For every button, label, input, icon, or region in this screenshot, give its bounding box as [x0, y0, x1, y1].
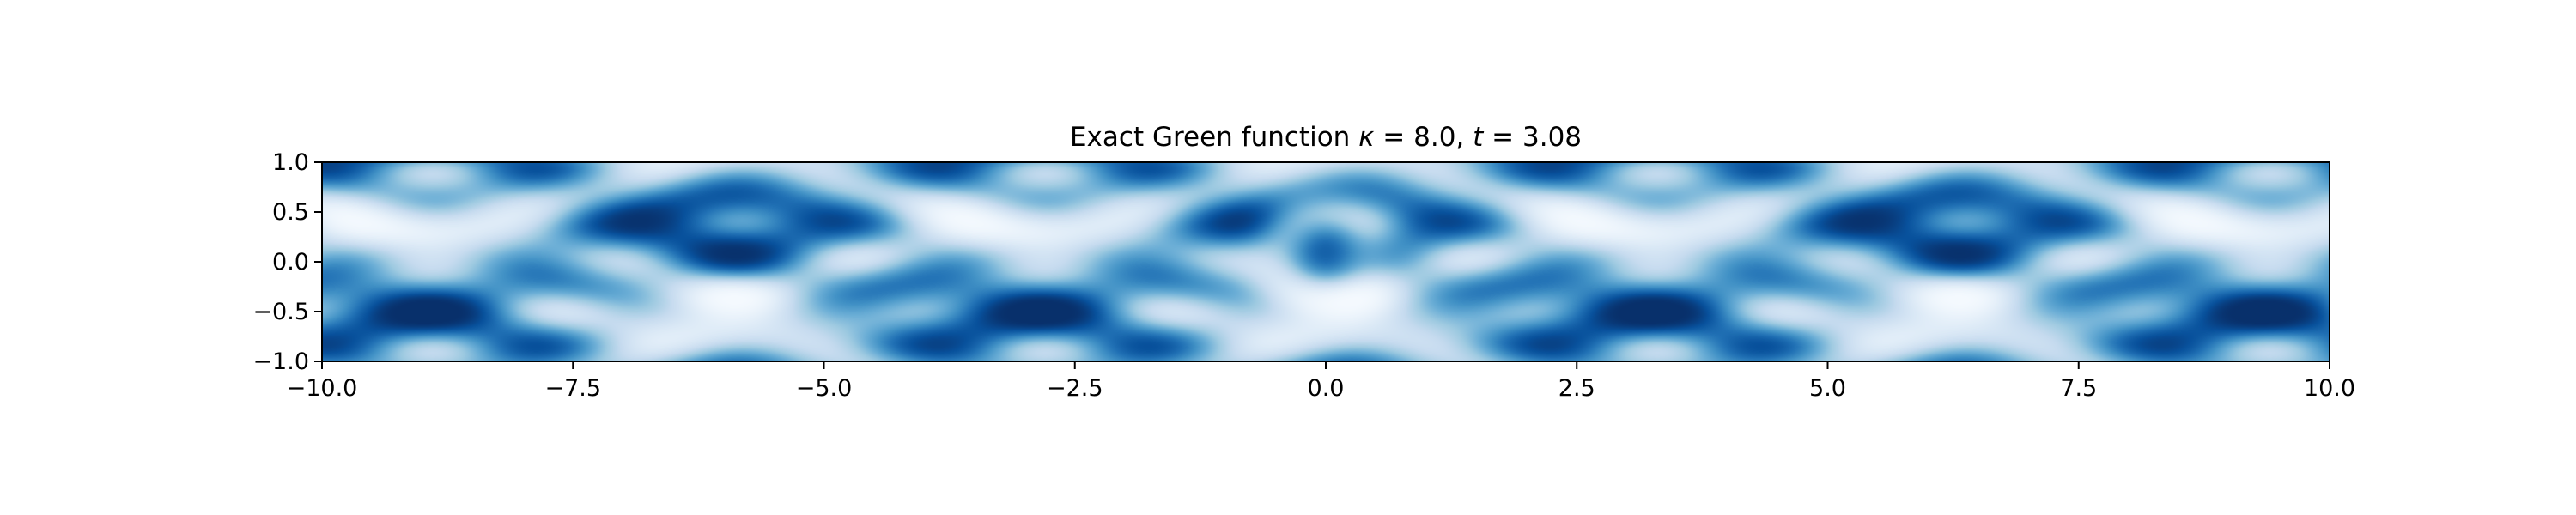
x-tick-label: 5.0 — [1809, 375, 1846, 402]
y-tick-label: −0.5 — [252, 299, 309, 325]
chart-title: Exact Green function κ = 8.0, t = 3.08 — [1070, 122, 1582, 153]
heatmap-image — [322, 162, 2330, 361]
x-tick-label: −10.0 — [287, 375, 358, 402]
y-tick-label: 1.0 — [272, 149, 309, 176]
y-axis: 1.0 0.5 0.0 −0.5 −1.0 — [252, 149, 322, 375]
y-tick-label: 0.5 — [272, 199, 309, 226]
x-tick-label: −2.5 — [1047, 375, 1103, 402]
x-tick-label: −7.5 — [544, 375, 601, 402]
heatmap-canvas-wrapper — [322, 162, 2330, 361]
x-tick-label: 10.0 — [2304, 375, 2355, 402]
y-tick-label: −1.0 — [252, 348, 309, 375]
y-tick-label: 0.0 — [272, 249, 309, 276]
x-tick-label: 0.0 — [1308, 375, 1345, 402]
x-tick-label: 7.5 — [2060, 375, 2097, 402]
x-axis: −10.0 −7.5 −5.0 −2.5 0.0 2.5 5.0 7.5 10.0 — [287, 361, 2355, 402]
heatmap-canvas — [322, 162, 2330, 361]
x-tick-label: −5.0 — [796, 375, 853, 402]
x-tick-label: 2.5 — [1558, 375, 1595, 402]
